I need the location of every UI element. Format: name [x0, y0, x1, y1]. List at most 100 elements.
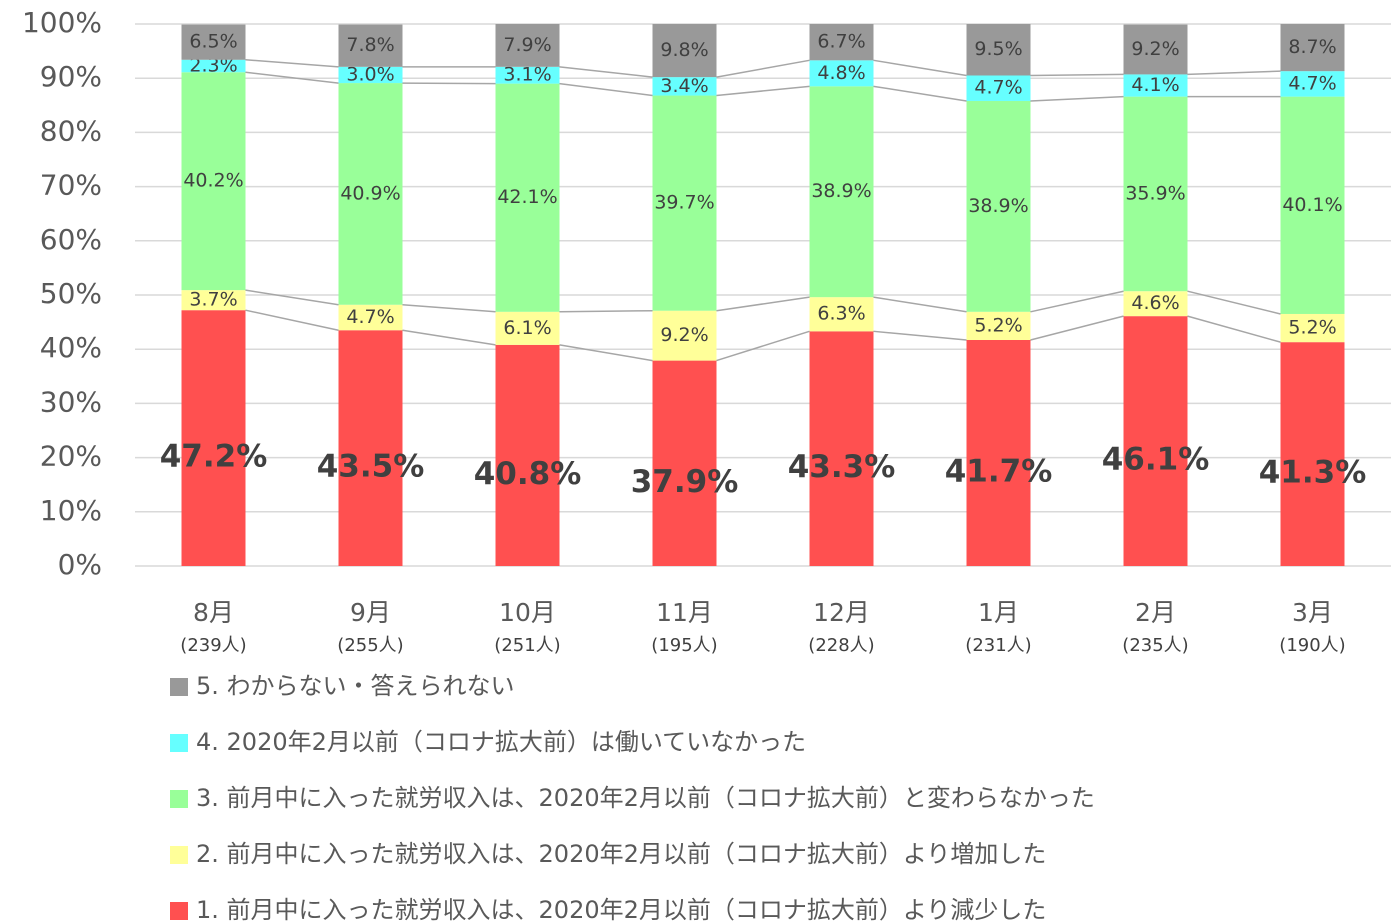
- bar-segment: [1280, 313, 1345, 343]
- data-label: 4.6%: [1131, 292, 1179, 314]
- bar-segment: [809, 24, 874, 61]
- data-label: 6.3%: [817, 303, 865, 325]
- data-label: 8.7%: [1288, 36, 1336, 58]
- bar-segment: [1123, 316, 1188, 566]
- bar-segment: [652, 24, 717, 78]
- data-label: 5.2%: [1288, 317, 1336, 339]
- bar-segment: [966, 339, 1031, 566]
- series-line: [1030, 95, 1124, 102]
- bar-segment: [1280, 96, 1345, 314]
- bar-segment: [338, 24, 403, 67]
- bar-segment: [338, 66, 403, 84]
- bar-segment: [181, 290, 246, 311]
- data-label: 4.8%: [817, 62, 865, 84]
- data-label: 40.1%: [1282, 194, 1342, 216]
- data-label: 41.3%: [1259, 455, 1367, 491]
- y-tick-label: 20%: [40, 440, 102, 473]
- bar-segment: [338, 83, 403, 305]
- legend-label: 1. 前月中に入った就労収入は、2020年2月以前（コロナ拡大前）より減少した: [196, 896, 1046, 924]
- bar-segment: [1123, 24, 1188, 75]
- x-tick-sublabel: (239人): [180, 635, 246, 656]
- data-label: 39.7%: [654, 192, 714, 214]
- data-label: 9.2%: [1131, 38, 1179, 60]
- data-label: 41.7%: [945, 453, 1053, 489]
- series-line: [716, 296, 810, 312]
- data-label: 40.9%: [340, 182, 400, 204]
- data-label: 3.0%: [346, 63, 394, 85]
- bar-segment: [338, 330, 403, 566]
- series-line: [245, 289, 339, 306]
- series-line: [245, 59, 339, 68]
- bar-segment: [1280, 342, 1345, 566]
- x-tick-label: 3月: [1292, 598, 1333, 627]
- y-tick-label: 90%: [40, 60, 102, 93]
- series-line: [1030, 315, 1124, 341]
- data-label: 7.9%: [503, 34, 551, 56]
- series-line: [245, 309, 339, 331]
- bar-segment: [338, 304, 403, 331]
- legend-label: 4. 2020年2月以前（コロナ拡大前）は働いていなかった: [196, 728, 806, 756]
- x-tick-label: 1月: [978, 598, 1019, 627]
- x-tick-label: 2月: [1135, 598, 1176, 627]
- x-tick-sublabel: (251人): [494, 635, 560, 656]
- data-label: 6.5%: [189, 31, 237, 53]
- bar-segment: [495, 66, 560, 84]
- bar-segment: [1280, 24, 1345, 72]
- data-label: 43.3%: [788, 449, 896, 485]
- series-line: [559, 344, 653, 362]
- data-label: 9.2%: [660, 324, 708, 346]
- x-tick-sublabel: (228人): [808, 635, 874, 656]
- x-tick-label: 8月: [193, 598, 234, 627]
- data-label: 46.1%: [1102, 442, 1210, 478]
- bar-segment: [966, 75, 1031, 101]
- bar-segment: [966, 311, 1031, 340]
- legend-swatch: [170, 734, 188, 752]
- data-label: 2.3%: [189, 55, 237, 77]
- legend-swatch: [170, 678, 188, 696]
- x-tick-label: 9月: [350, 598, 391, 627]
- bar-segment: [652, 77, 717, 96]
- bar-segment: [966, 24, 1031, 76]
- y-tick-label: 40%: [40, 331, 102, 364]
- series-line: [1030, 73, 1124, 77]
- data-label: 38.9%: [968, 195, 1028, 217]
- data-label: 3.1%: [503, 64, 551, 86]
- data-label: 6.1%: [503, 317, 551, 339]
- series-line: [1187, 290, 1281, 315]
- bar-segment: [1123, 74, 1188, 97]
- x-tick-label: 12月: [813, 598, 870, 627]
- bar-segment: [181, 310, 246, 566]
- x-tick-sublabel: (231人): [965, 635, 1031, 656]
- data-label: 3.4%: [660, 75, 708, 97]
- y-tick-label: 10%: [40, 494, 102, 527]
- data-label: 43.5%: [317, 449, 425, 485]
- bar-segment: [966, 100, 1031, 312]
- bar-segment: [181, 59, 246, 73]
- x-tick-label: 10月: [499, 598, 556, 627]
- data-label: 5.2%: [974, 314, 1022, 336]
- data-label: 40.8%: [474, 456, 582, 492]
- bar-segment: [1280, 71, 1345, 97]
- series-line: [402, 304, 496, 313]
- data-label: 4.7%: [974, 77, 1022, 99]
- series-line: [1187, 70, 1281, 76]
- y-tick-label: 50%: [40, 277, 102, 310]
- series-line: [1030, 290, 1124, 313]
- bar-segment: [652, 95, 717, 311]
- series-line: [559, 82, 653, 97]
- series-line: [873, 85, 967, 102]
- data-label: 38.9%: [811, 180, 871, 202]
- bar-segment: [809, 60, 874, 87]
- bar-segment: [181, 72, 246, 291]
- series-line: [402, 82, 496, 85]
- y-tick-label: 60%: [40, 223, 102, 256]
- data-label: 40.2%: [183, 170, 243, 192]
- bar-segment: [652, 360, 717, 566]
- bar-segment: [809, 86, 874, 298]
- x-tick-sublabel: (195人): [651, 635, 717, 656]
- data-label: 3.7%: [189, 289, 237, 311]
- x-tick-sublabel: (190人): [1279, 635, 1345, 656]
- legend-label: 2. 前月中に入った就労収入は、2020年2月以前（コロナ拡大前）より増加した: [196, 840, 1046, 868]
- bar-segment: [181, 24, 246, 60]
